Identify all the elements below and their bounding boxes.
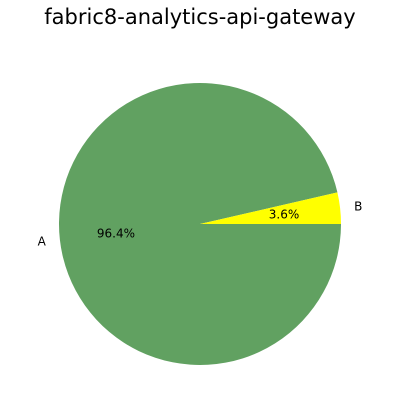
- slice-label-a: A: [38, 235, 47, 249]
- slice-percent-b: 3.6%: [269, 207, 300, 221]
- pie-slices: [59, 83, 341, 365]
- slice-percent-a: 96.4%: [97, 227, 135, 241]
- chart-title: fabric8-analytics-api-gateway: [44, 5, 355, 29]
- slice-label-b: B: [354, 200, 362, 214]
